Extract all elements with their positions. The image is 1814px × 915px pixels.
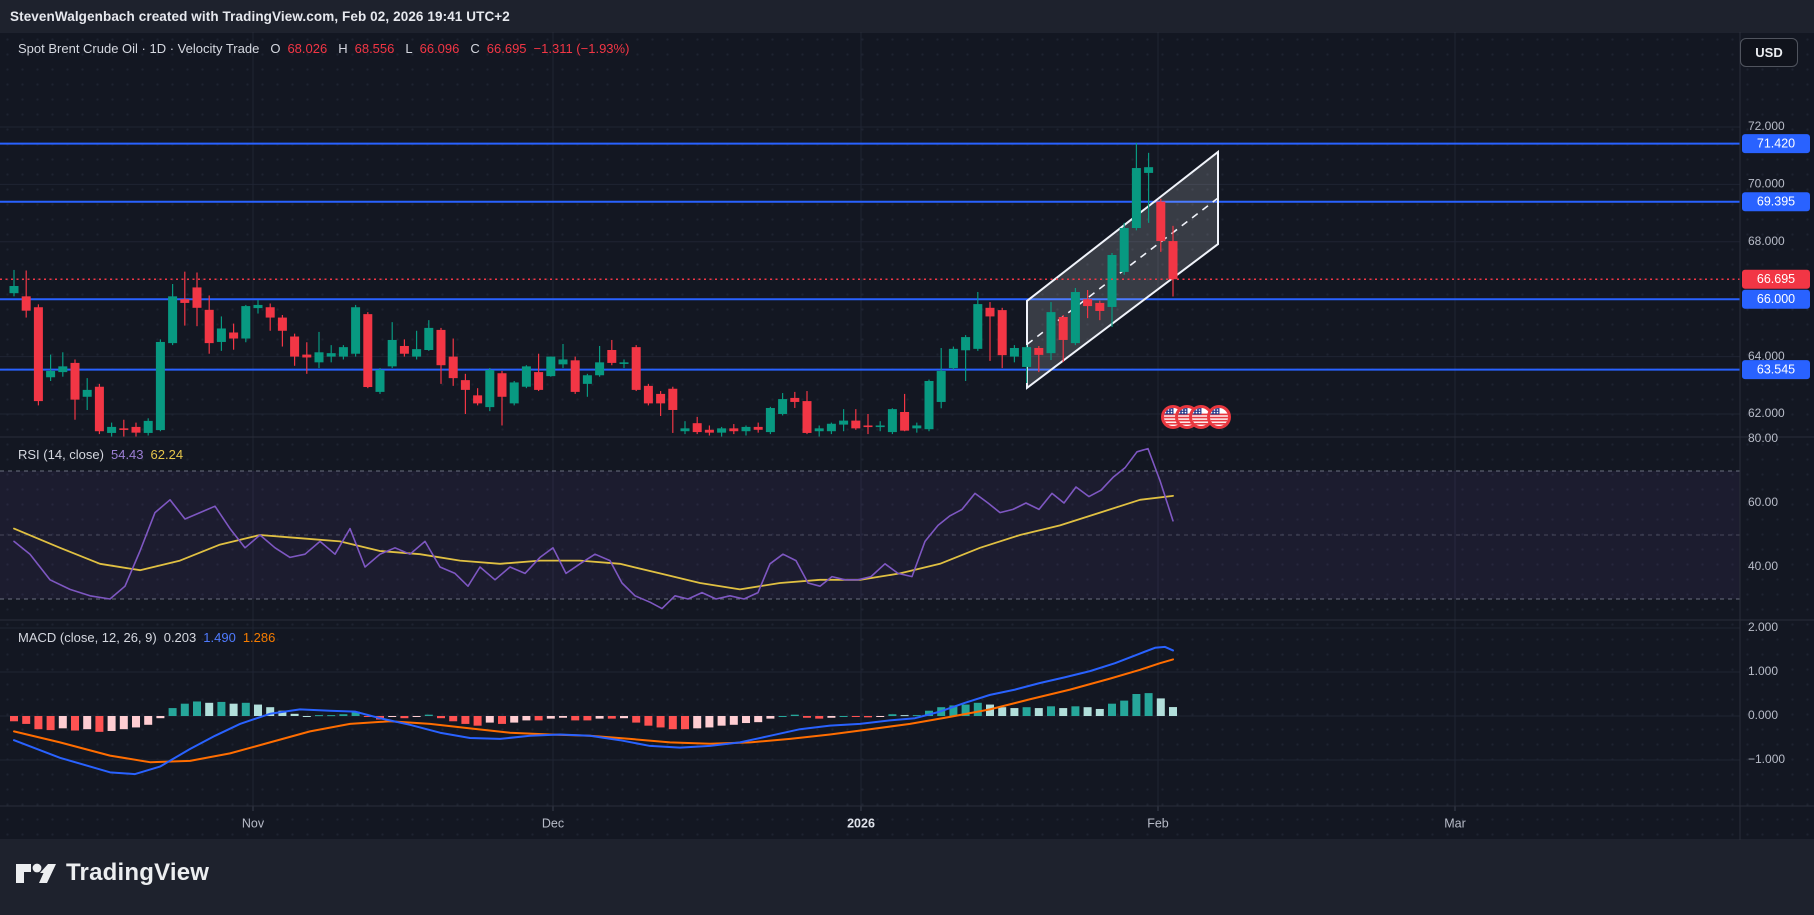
svg-text:Mar: Mar — [1444, 816, 1466, 830]
attribution-text: StevenWalgenbach created with TradingVie… — [10, 8, 510, 24]
change-value: −1.311 (−1.93%) — [533, 41, 630, 56]
price-line-label: 69.395 — [1742, 192, 1810, 212]
macd-line-value: 1.490 — [203, 630, 236, 645]
svg-text:2026: 2026 — [847, 816, 875, 830]
low-label: L — [405, 41, 413, 56]
symbol-legend[interactable]: Spot Brent Crude Oil · 1D · Velocity Tra… — [18, 41, 629, 56]
svg-text:Feb: Feb — [1147, 816, 1169, 830]
svg-text:80.00: 80.00 — [1748, 431, 1778, 445]
gridlines — [0, 32, 1740, 811]
last-price-label: 66.695 — [1742, 269, 1810, 289]
tradingview-wordmark: TradingView — [66, 859, 210, 886]
rsi-plot — [13, 447, 1174, 610]
close-label: C — [470, 41, 480, 56]
tradingview-logo[interactable]: TradingView — [16, 858, 209, 888]
svg-text:68.000: 68.000 — [1748, 234, 1785, 248]
price-line-label: 66.000 — [1742, 289, 1810, 309]
rsi-title[interactable]: RSI (14, close) — [18, 447, 104, 462]
us-flag-event-icons[interactable] — [1161, 405, 1231, 429]
symbol-title[interactable]: Spot Brent Crude Oil · 1D · Velocity Tra… — [18, 41, 260, 56]
pane-separators[interactable] — [0, 32, 1814, 840]
chart-area[interactable]: 72.000 70.000 68.000 64.000 62.000 80.00 60.00… — [0, 32, 1814, 840]
svg-text:0.000: 0.000 — [1748, 708, 1778, 722]
price-line-label: 63.545 — [1742, 360, 1810, 380]
svg-text:−1.000: −1.000 — [1748, 752, 1785, 766]
us-flag-icon[interactable] — [1207, 405, 1231, 429]
svg-text:62.000: 62.000 — [1748, 406, 1785, 420]
macd-title[interactable]: MACD (close, 12, 26, 9) — [18, 630, 157, 645]
macd-hist-value: 0.203 — [163, 630, 197, 645]
price-line-label: 71.420 — [1742, 134, 1810, 154]
open-value: 68.026 — [287, 41, 328, 56]
svg-text:69.395: 69.395 — [1757, 195, 1795, 209]
footer-bar: TradingView — [0, 840, 1814, 915]
svg-text:71.420: 71.420 — [1757, 136, 1795, 150]
high-value: 68.556 — [354, 41, 395, 56]
high-label: H — [338, 41, 348, 56]
close-value: 66.695 — [486, 41, 527, 56]
open-label: O — [270, 41, 281, 56]
rsi-value: 54.43 — [110, 447, 144, 462]
svg-text:Dec: Dec — [542, 816, 564, 830]
rsi-ma-value: 62.24 — [150, 447, 184, 462]
svg-text:40.00: 40.00 — [1748, 559, 1778, 573]
macd-legend[interactable]: MACD (close, 12, 26, 9) 0.203 1.490 1.28… — [18, 630, 275, 645]
chart-canvas[interactable]: 72.000 70.000 68.000 64.000 62.000 80.00 60.00… — [0, 32, 1814, 840]
svg-text:60.00: 60.00 — [1748, 495, 1778, 509]
svg-text:1.000: 1.000 — [1748, 664, 1778, 678]
svg-text:66.695: 66.695 — [1757, 272, 1795, 286]
svg-text:2.000: 2.000 — [1748, 620, 1778, 634]
attribution-bar: StevenWalgenbach created with TradingVie… — [0, 0, 1814, 32]
svg-text:Nov: Nov — [242, 816, 265, 830]
svg-text:64.000: 64.000 — [1748, 349, 1785, 363]
svg-text:70.000: 70.000 — [1748, 177, 1785, 191]
rsi-legend[interactable]: RSI (14, close) 54.43 62.24 — [18, 447, 183, 462]
horizontal-price-lines[interactable] — [0, 142, 1740, 371]
time-axis[interactable]: Nov Dec 2026 Feb Mar — [242, 816, 1466, 830]
svg-text:66.000: 66.000 — [1757, 292, 1795, 306]
svg-text:63.545: 63.545 — [1757, 362, 1795, 376]
candles-layer — [9, 143, 1178, 437]
macd-signal-value: 1.286 — [242, 630, 276, 645]
svg-text:72.000: 72.000 — [1748, 119, 1785, 133]
currency-toggle-button[interactable]: USD — [1740, 38, 1798, 67]
low-value: 66.096 — [419, 41, 460, 56]
price-axis[interactable]: 72.000 70.000 68.000 64.000 62.000 80.00 60.00… — [1742, 119, 1810, 766]
tradingview-mark-icon — [16, 863, 56, 883]
macd-plot — [10, 645, 1177, 776]
